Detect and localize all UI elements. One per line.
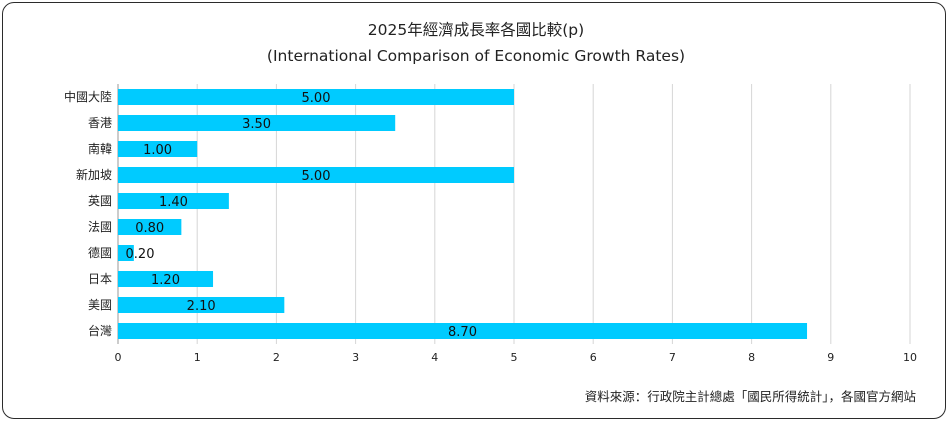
bar	[118, 245, 134, 261]
bar	[118, 219, 182, 235]
bar	[118, 193, 229, 209]
bar	[118, 141, 198, 157]
x-tick-label: 1	[194, 351, 201, 364]
category-label: 美國	[88, 298, 112, 312]
x-tick-label: 2	[273, 351, 280, 364]
data-label: 0.80	[135, 221, 164, 236]
bar	[118, 167, 514, 183]
category-label: 南韓	[88, 141, 112, 156]
category-label: 德國	[88, 245, 112, 260]
data-label: 1.40	[159, 195, 188, 210]
x-tick-label: 7	[669, 351, 676, 364]
data-label: 1.20	[151, 273, 180, 288]
chart-title: 2025年經濟成長率各國比較(p)	[367, 21, 585, 39]
bar	[118, 297, 285, 313]
category-label: 日本	[88, 272, 112, 286]
data-label: 8.70	[448, 325, 477, 340]
category-label: 法國	[88, 220, 112, 234]
x-tick-label: 5	[511, 351, 518, 364]
x-tick-label: 9	[827, 351, 834, 364]
bar	[118, 115, 396, 131]
chart-frame	[2, 2, 946, 419]
chart-subtitle: (International Comparison of Economic Gr…	[266, 47, 686, 65]
category-label: 新加坡	[76, 167, 112, 182]
data-label: 5.00	[302, 91, 331, 106]
x-tick-label: 0	[115, 351, 122, 364]
x-tick-label: 6	[590, 351, 597, 364]
bar	[118, 89, 514, 105]
x-tick-label: 3	[352, 351, 359, 364]
category-label: 英國	[88, 194, 112, 208]
data-label: 5.00	[302, 169, 331, 184]
data-label: 0.20	[126, 247, 155, 262]
data-label: 3.50	[242, 117, 271, 132]
category-label: 台灣	[88, 323, 112, 338]
x-tick-label: 4	[431, 351, 438, 364]
x-tick-label: 8	[748, 351, 755, 364]
bar	[118, 323, 808, 339]
source-note: 資料來源：行政院主計總處「國民所得統計」，各國官方網站	[584, 389, 916, 404]
category-label: 香港	[88, 116, 112, 130]
x-tick-label: 10	[903, 351, 917, 364]
bar	[118, 271, 214, 287]
data-label: 2.10	[187, 299, 216, 314]
data-label: 1.00	[143, 143, 172, 158]
category-label: 中國大陸	[64, 89, 112, 104]
